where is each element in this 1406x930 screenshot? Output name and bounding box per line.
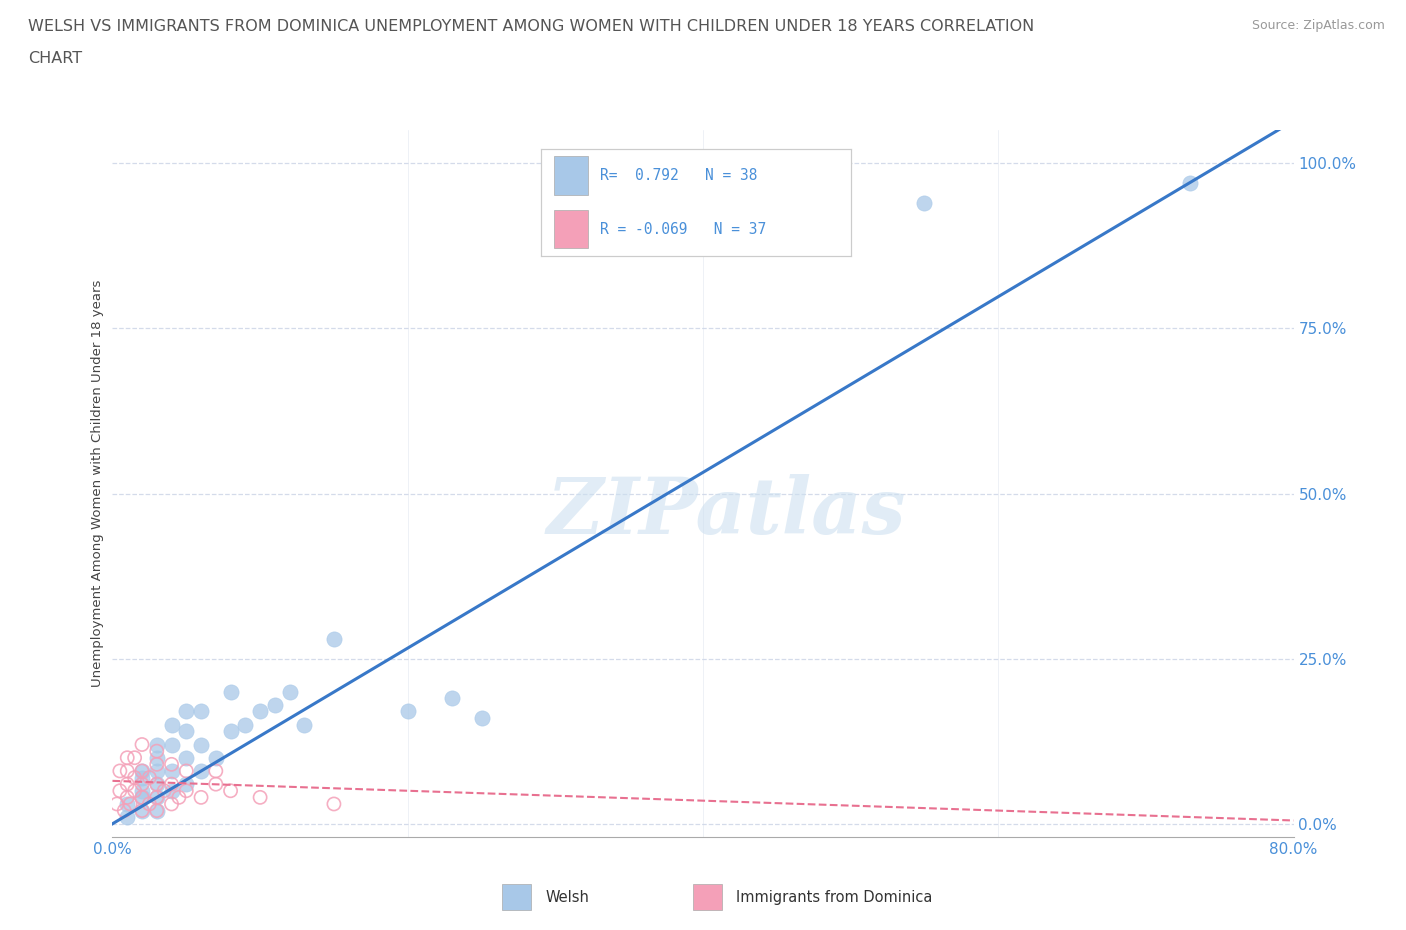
Point <box>190 704 212 719</box>
Point <box>205 764 228 778</box>
Point <box>131 790 153 804</box>
Point <box>146 777 169 791</box>
Text: CHART: CHART <box>28 51 82 66</box>
Point <box>174 724 197 738</box>
Point <box>124 770 146 785</box>
Point <box>153 783 176 798</box>
Point <box>174 783 197 798</box>
Point <box>278 684 301 699</box>
Point <box>441 691 464 706</box>
Point <box>249 790 271 804</box>
Point <box>131 783 153 798</box>
Point <box>108 783 131 798</box>
FancyBboxPatch shape <box>554 156 588 194</box>
Text: Welsh: Welsh <box>546 890 589 905</box>
Point <box>120 796 142 811</box>
Point <box>160 757 183 772</box>
FancyBboxPatch shape <box>502 884 531 910</box>
Point <box>146 804 169 818</box>
Point <box>470 711 494 725</box>
Text: R=  0.792   N = 38: R= 0.792 N = 38 <box>600 168 758 183</box>
Point <box>131 764 153 778</box>
Point <box>117 751 138 765</box>
Point <box>131 804 153 818</box>
Point <box>146 744 169 759</box>
Point <box>174 764 197 778</box>
Point <box>190 790 212 804</box>
Point <box>146 737 169 752</box>
Text: R = -0.069   N = 37: R = -0.069 N = 37 <box>600 221 766 236</box>
Point <box>323 631 346 646</box>
Text: Source: ZipAtlas.com: Source: ZipAtlas.com <box>1251 19 1385 32</box>
Point <box>205 751 228 765</box>
Point <box>112 804 135 818</box>
Point <box>146 790 169 804</box>
Point <box>117 796 138 811</box>
Point <box>138 770 160 785</box>
Point <box>131 770 153 785</box>
Point <box>124 783 146 798</box>
Point <box>174 777 197 791</box>
Point <box>117 777 138 791</box>
Point <box>219 783 242 798</box>
Point <box>264 698 287 712</box>
Point <box>146 764 169 778</box>
Point <box>131 777 153 791</box>
Point <box>205 777 228 791</box>
Point <box>117 790 138 804</box>
Point <box>190 737 212 752</box>
FancyBboxPatch shape <box>693 884 723 910</box>
Point <box>323 796 346 811</box>
Point <box>167 790 190 804</box>
Point <box>117 764 138 778</box>
Point <box>914 195 936 210</box>
Point <box>108 764 131 778</box>
Point <box>131 737 153 752</box>
Point <box>131 764 153 778</box>
Point <box>105 796 128 811</box>
Point <box>219 684 242 699</box>
Text: WELSH VS IMMIGRANTS FROM DOMINICA UNEMPLOYMENT AMONG WOMEN WITH CHILDREN UNDER 1: WELSH VS IMMIGRANTS FROM DOMINICA UNEMPL… <box>28 19 1035 33</box>
Point <box>160 777 183 791</box>
Point <box>138 796 160 811</box>
Point <box>131 790 153 804</box>
Point <box>1180 176 1202 191</box>
Text: ZIPatlas: ZIPatlas <box>547 473 907 551</box>
Point <box>190 764 212 778</box>
Point <box>160 717 183 732</box>
Point <box>146 790 169 804</box>
Point <box>146 751 169 765</box>
Point <box>396 704 419 719</box>
Text: Immigrants from Dominica: Immigrants from Dominica <box>737 890 932 905</box>
Point <box>117 810 138 825</box>
Point <box>160 737 183 752</box>
FancyBboxPatch shape <box>554 210 588 248</box>
Point <box>160 783 183 798</box>
Point <box>146 777 169 791</box>
Point <box>146 757 169 772</box>
Point <box>233 717 256 732</box>
Point <box>292 717 315 732</box>
Point <box>131 804 153 818</box>
Point <box>146 804 169 818</box>
Point <box>174 751 197 765</box>
Point <box>160 796 183 811</box>
Point <box>160 764 183 778</box>
Point <box>124 751 146 765</box>
Point <box>219 724 242 738</box>
Point <box>174 704 197 719</box>
Y-axis label: Unemployment Among Women with Children Under 18 years: Unemployment Among Women with Children U… <box>91 280 104 687</box>
Point <box>249 704 271 719</box>
